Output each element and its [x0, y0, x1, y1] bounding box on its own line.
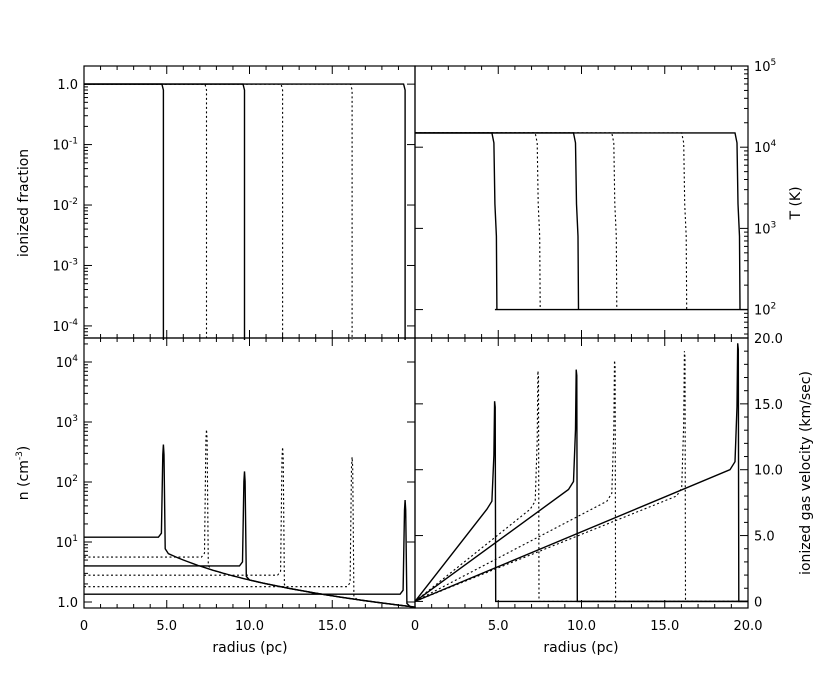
tr-ytick-label-base: 10: [754, 304, 771, 319]
bl-series-0: [84, 444, 416, 609]
frame-bottom-right: [414, 337, 749, 609]
bl-xtick-label: 0: [80, 619, 88, 634]
br-ytick-label: 5.0: [754, 530, 775, 545]
bl-ytick-label-exp: 1: [72, 534, 78, 544]
panel-velocity: 20.0 15.0 10.0 5.0 0 0 5.0 10.0 15.0 20.0: [411, 332, 783, 634]
panel-ionized-fraction: 1.010-110-210-310-4: [52, 66, 416, 340]
tl-series-2: [84, 83, 246, 340]
br-xtick-label: 20.0: [734, 619, 763, 634]
tl-series-0: [84, 83, 165, 340]
tr-ytick-label-base: 10: [754, 222, 771, 237]
bl-ytick-label-base: 10: [56, 536, 73, 551]
tl-ytick-label-exp: -1: [69, 137, 78, 147]
frame-bottom-left: [83, 337, 416, 609]
br-ytick-label: 20.0: [754, 332, 783, 347]
bl-ytick-label-exp: 4: [72, 354, 78, 364]
br-xtick-label: 10.0: [567, 619, 596, 634]
tr-series-1: [415, 132, 541, 310]
bl-ytick-label: 101: [56, 534, 78, 551]
tl-series-1: [84, 83, 208, 340]
bl-ytick-label-base: 1.0: [57, 596, 78, 611]
tr-series-0: [415, 132, 498, 310]
br-xtick-label: 5.0: [488, 619, 509, 634]
bl-series-3: [84, 447, 416, 609]
bl-series-1: [84, 429, 416, 609]
tl-ytick-label: 10-3: [52, 257, 78, 274]
tl-ytick-label: 10-2: [52, 197, 78, 214]
ylabel-density: n (cm-3): [15, 446, 32, 501]
tr-ytick-label-exp: 4: [771, 139, 777, 149]
tl-series-5: [84, 83, 406, 340]
tr-ytick-label-base: 10: [754, 60, 771, 75]
bl-ytick-label-base: 10: [56, 416, 73, 431]
frame-top-right: [414, 65, 749, 339]
tr-ytick-label: 105: [754, 58, 776, 75]
tl-ytick-label-exp: -3: [69, 257, 78, 267]
ylabel-density-exp: -3: [15, 451, 25, 460]
br-ytick-label: 0: [754, 595, 762, 610]
bl-ytick-label-exp: 3: [72, 414, 78, 424]
bl-xtick-label: 10.0: [235, 619, 264, 634]
tl-ytick-label-exp: -4: [69, 318, 78, 328]
bl-ytick-label: 1.0: [57, 596, 78, 611]
bl-ytick-label: 104: [56, 354, 79, 371]
br-xtick-label: 0: [411, 619, 419, 634]
bl-ytick-label-base: 10: [56, 356, 73, 371]
tr-ytick-label-exp: 2: [771, 302, 777, 312]
ylabel-density-tail: ): [16, 446, 32, 451]
tr-ytick-label: 102: [754, 302, 776, 319]
xlabel-left: radius (pc): [212, 640, 287, 656]
tl-ytick-label-base: 10: [52, 320, 69, 335]
tl-ytick-label: 10-1: [52, 137, 78, 154]
br-series-3: [414, 360, 748, 602]
br-ytick-label: 15.0: [754, 398, 783, 413]
bl-xtick-label: 5.0: [156, 619, 177, 634]
tr-series-4: [415, 132, 688, 310]
bl-ytick-label: 103: [56, 414, 78, 431]
tl-ytick-label-exp: -2: [69, 197, 78, 207]
br-series-1: [414, 370, 748, 602]
bl-series-2: [84, 471, 416, 609]
ylabel-velocity: ionized gas velocity (km/sec): [798, 371, 814, 575]
tr-series-3: [415, 132, 618, 310]
tl-ytick-label-base: 10: [52, 199, 69, 214]
ylabel-density-base: n (cm: [16, 460, 32, 500]
tr-ytick-label-exp: 5: [771, 58, 777, 68]
tl-ytick-label-base: 10: [52, 139, 69, 154]
ylabel-ionized-fraction: ionized fraction: [16, 149, 32, 257]
tr-ytick-label-exp: 3: [771, 220, 777, 230]
bl-xtick-label: 15.0: [318, 619, 347, 634]
tl-ytick-label: 10-4: [52, 318, 78, 335]
tr-ytick-label-base: 10: [754, 141, 771, 156]
bl-ytick-label-base: 10: [56, 476, 73, 491]
br-series-5: [414, 343, 748, 603]
br-xtick-label: 15.0: [650, 619, 679, 634]
br-series-0: [414, 401, 748, 603]
tl-ytick-label-base: 10: [52, 259, 69, 274]
bl-ytick-label: 102: [56, 474, 78, 491]
tr-ytick-label: 103: [754, 220, 776, 237]
tl-ytick-label: 1.0: [57, 78, 78, 93]
tl-series-4: [84, 83, 353, 340]
br-ytick-label: 10.0: [754, 464, 783, 479]
tr-ytick-label: 104: [754, 139, 777, 156]
tl-series-3: [84, 83, 284, 340]
bl-ytick-label-exp: 2: [72, 474, 78, 484]
frame-top-left: [83, 65, 416, 339]
bl-series-4: [84, 457, 416, 609]
tl-ytick-label-base: 1.0: [57, 78, 78, 93]
ylabel-temperature: T (K): [788, 186, 804, 220]
br-series-2: [414, 369, 748, 603]
tr-series-5: [415, 132, 741, 310]
bl-series-5: [84, 500, 416, 608]
br-series-4: [414, 351, 748, 602]
xlabel-right: radius (pc): [543, 640, 618, 656]
